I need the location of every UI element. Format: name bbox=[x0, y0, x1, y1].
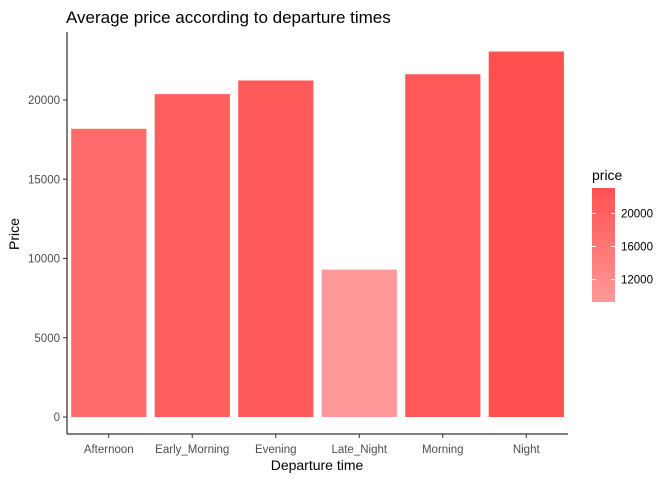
y-tick-label: 5000 bbox=[34, 333, 60, 345]
x-axis-title: Departure time bbox=[271, 457, 364, 473]
bars bbox=[71, 51, 564, 418]
legend-tick-label: 20000 bbox=[621, 208, 653, 220]
y-tick-label: 15000 bbox=[28, 174, 60, 186]
bar-late-night bbox=[321, 269, 397, 417]
x-tick-label: Night bbox=[513, 444, 541, 456]
x-axis: Afternoon Early_Morning Evening Late_Night M… bbox=[67, 433, 568, 456]
legend-tick-label: 12000 bbox=[621, 275, 653, 287]
y-axis: 0 5000 10000 15000 20000 bbox=[28, 32, 68, 434]
bar-morning bbox=[405, 74, 481, 417]
x-tick-label: Late_Night bbox=[331, 444, 387, 456]
x-tick-label: Evening bbox=[255, 444, 297, 456]
y-tick-label: 0 bbox=[54, 412, 60, 424]
bar-evening bbox=[238, 80, 314, 417]
legend: price 12000 16000 20000 bbox=[592, 167, 653, 302]
legend-title: price bbox=[592, 167, 623, 183]
legend-tick-label: 16000 bbox=[621, 241, 653, 253]
bar-night bbox=[488, 51, 564, 417]
legend-colorbar bbox=[592, 188, 615, 302]
x-tick-label: Early_Morning bbox=[155, 444, 229, 456]
x-tick-label: Afternoon bbox=[84, 444, 134, 456]
y-tick-label: 20000 bbox=[28, 95, 60, 107]
bar-afternoon bbox=[71, 128, 147, 418]
y-axis-title: Price bbox=[6, 218, 22, 250]
bar-early-morning bbox=[154, 94, 230, 417]
y-tick-label: 10000 bbox=[28, 254, 60, 266]
x-tick-label: Morning bbox=[422, 444, 464, 456]
chart-title: Average price according to departure tim… bbox=[66, 8, 391, 27]
